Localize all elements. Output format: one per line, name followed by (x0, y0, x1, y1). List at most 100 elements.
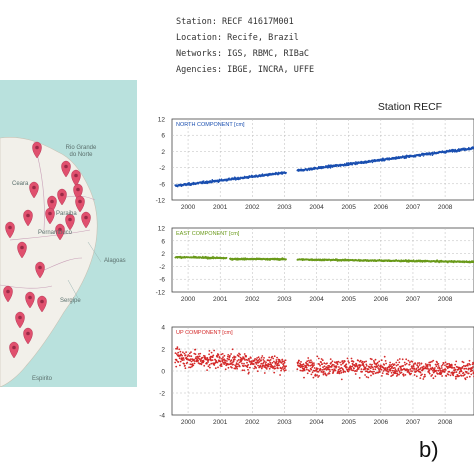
data-point (328, 372, 331, 375)
data-point (368, 366, 371, 368)
data-point (466, 376, 468, 379)
data-point (397, 369, 400, 372)
x-tick-label: 2008 (438, 296, 453, 303)
data-point (281, 366, 284, 369)
data-point (334, 361, 336, 364)
data-point (188, 366, 190, 369)
map-label-sergipe: Sergipe (60, 298, 81, 304)
map-label-paraiba: Paraiba (56, 211, 77, 217)
data-point (360, 368, 363, 370)
data-point (413, 367, 416, 370)
data-point (275, 362, 277, 365)
data-point (381, 375, 383, 377)
data-point (235, 366, 238, 368)
data-point (323, 362, 326, 365)
data-point (262, 359, 265, 361)
data-point (189, 358, 192, 360)
data-point (434, 367, 436, 369)
map-pin-dot (12, 345, 16, 350)
series-label: EAST COMPONENT [cm] (176, 231, 240, 237)
data-point (224, 368, 227, 371)
data-point (445, 375, 448, 377)
data-point (431, 374, 434, 376)
data-point (176, 346, 179, 349)
data-point (183, 362, 185, 365)
data-point (208, 359, 210, 361)
data-point (356, 163, 359, 165)
map-pin-icon (5, 221, 15, 239)
data-point (299, 369, 302, 372)
data-point (354, 161, 357, 163)
data-point (354, 365, 357, 368)
data-point (380, 359, 383, 362)
data-point (412, 367, 414, 369)
data-point (298, 359, 300, 362)
panel-label: b) (419, 437, 439, 462)
data-point (317, 357, 320, 360)
map-pin-dot (60, 192, 64, 197)
data-point (204, 355, 206, 357)
data-point (296, 368, 299, 371)
data-point (415, 367, 418, 370)
data-point (241, 369, 244, 372)
data-point (456, 151, 458, 153)
data-point (396, 372, 399, 375)
data-point (260, 367, 263, 370)
data-point (242, 356, 245, 359)
map-pin-dot (76, 187, 80, 192)
label-leader-line (67, 279, 79, 299)
data-point (243, 353, 246, 355)
data-point (419, 371, 422, 374)
x-tick-label: 2004 (309, 296, 324, 303)
data-point (322, 370, 325, 373)
map-pin-dot (20, 245, 24, 250)
map-label-ceara: Ceara (12, 181, 29, 187)
data-point (432, 377, 435, 380)
map-pin-dot (40, 299, 44, 304)
map-pin-dot (28, 295, 32, 300)
data-point (369, 367, 372, 370)
data-point (370, 358, 373, 361)
data-point (184, 354, 187, 357)
data-point (440, 367, 443, 369)
x-tick-label: 2000 (181, 296, 196, 303)
data-point (197, 356, 199, 359)
map-pin-dot (35, 145, 39, 150)
data-point (236, 367, 238, 370)
data-point (175, 365, 178, 368)
data-point (352, 369, 355, 372)
x-tick-label: 2003 (277, 296, 292, 303)
data-point (363, 361, 366, 363)
x-tick-label: 2006 (374, 296, 389, 303)
data-point (357, 359, 360, 362)
y-tick-label: -6 (159, 277, 165, 284)
data-point (462, 361, 465, 364)
data-point (410, 365, 413, 368)
data-point (273, 371, 276, 374)
data-point (216, 356, 219, 358)
data-point (217, 366, 219, 369)
data-point (427, 363, 429, 366)
data-point (265, 368, 268, 370)
data-point (376, 361, 379, 364)
data-point (450, 363, 453, 366)
data-point (332, 370, 335, 372)
station-line: Station: RECF 41617M001 (176, 17, 294, 27)
data-point (453, 367, 456, 369)
data-point (337, 368, 340, 371)
data-point (432, 359, 435, 362)
data-point (367, 368, 370, 370)
data-point (437, 365, 440, 367)
map-pin-dot (6, 289, 10, 294)
data-point (228, 177, 230, 179)
chart-title: Station RECF (378, 101, 442, 113)
data-point (359, 359, 362, 362)
data-point (395, 364, 398, 367)
data-point (440, 365, 443, 367)
data-point (306, 360, 309, 363)
map-panel: Ceara Rio Grande do Norte Paraiba Pernam… (0, 80, 137, 387)
map-pin-dot (50, 199, 54, 204)
data-point (321, 371, 323, 373)
data-point (352, 360, 355, 363)
data-point (390, 371, 393, 374)
